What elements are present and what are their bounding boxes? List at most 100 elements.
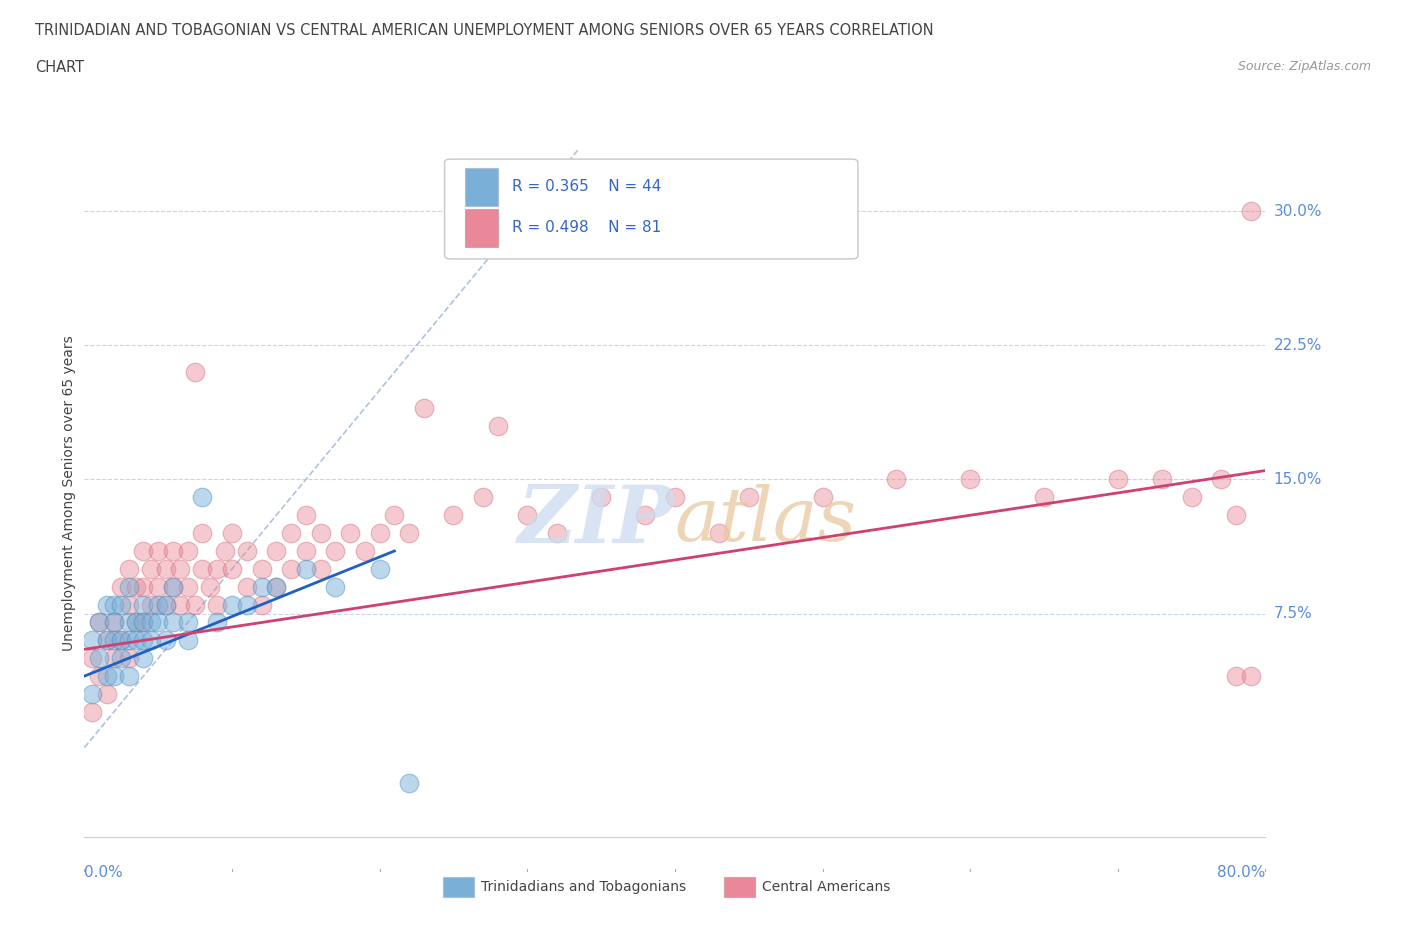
Point [155,633,177,648]
Point [191,490,214,505]
Point [96,669,118,684]
Text: 15.0%: 15.0% [1274,472,1322,487]
Point [110,597,132,612]
Point [1107,472,1129,487]
Point [959,472,981,487]
Point [1032,490,1054,505]
Point [323,543,347,558]
Text: 22.5%: 22.5% [1274,338,1322,352]
Point [309,525,332,540]
Point [125,579,148,594]
Text: R = 0.365    N = 44: R = 0.365 N = 44 [512,179,661,194]
Point [214,543,236,558]
Text: 7.5%: 7.5% [1274,606,1312,621]
Point [169,597,191,612]
Point [118,651,141,666]
Point [250,562,273,577]
Point [118,579,141,594]
Point [125,633,148,648]
Point [148,615,170,630]
Point [110,579,132,594]
Point [103,669,125,684]
Point [139,615,162,630]
Point [103,633,125,648]
Point [546,525,568,540]
Point [87,615,111,630]
Point [191,525,214,540]
Point [118,633,141,648]
Text: CHART: CHART [35,60,84,75]
Point [205,597,228,612]
Point [295,543,318,558]
Point [486,418,509,433]
Point [634,508,657,523]
Point [221,597,243,612]
Point [1240,669,1263,684]
Point [398,776,420,790]
Point [1240,204,1263,219]
Point [87,651,111,666]
Point [382,508,406,523]
Point [96,633,118,648]
Point [96,597,118,612]
Point [886,472,908,487]
Point [155,597,177,612]
Point [132,543,155,558]
Point [139,597,162,612]
Point [155,597,177,612]
Point [264,579,288,594]
Point [162,543,184,558]
Point [177,579,200,594]
Point [118,597,141,612]
Point [205,615,228,630]
Point [441,508,464,523]
Point [162,615,184,630]
Text: R = 0.498    N = 81: R = 0.498 N = 81 [512,220,661,235]
Point [132,579,155,594]
Point [103,651,125,666]
Point [205,562,228,577]
Point [354,543,377,558]
Point [96,686,118,701]
Bar [464,167,498,206]
Point [413,401,436,416]
Point [132,651,155,666]
Point [709,525,731,540]
Point [155,562,177,577]
Point [132,615,155,630]
Point [132,615,155,630]
Point [80,686,103,701]
Text: 30.0%: 30.0% [1274,204,1322,219]
Point [591,490,613,505]
Point [811,490,834,505]
Point [184,365,207,379]
Point [80,633,103,648]
Point [664,490,686,505]
Point [264,579,288,594]
Point [295,508,318,523]
Point [191,562,214,577]
Point [235,597,259,612]
Point [148,597,170,612]
Point [309,562,332,577]
Point [280,562,302,577]
FancyBboxPatch shape [444,159,858,259]
Point [250,579,273,594]
Point [132,633,155,648]
Point [103,597,125,612]
Point [110,633,132,648]
Point [110,633,132,648]
Text: 0.0%: 0.0% [84,865,124,880]
Point [177,543,200,558]
Point [139,633,162,648]
Point [118,669,141,684]
Point [177,615,200,630]
Point [177,633,200,648]
Bar [464,209,498,246]
Point [148,543,170,558]
Point [110,651,132,666]
Point [139,562,162,577]
Point [323,579,347,594]
Text: Trinidadians and Tobagonians: Trinidadians and Tobagonians [481,880,686,895]
Y-axis label: Unemployment Among Seniors over 65 years: Unemployment Among Seniors over 65 years [62,335,76,651]
